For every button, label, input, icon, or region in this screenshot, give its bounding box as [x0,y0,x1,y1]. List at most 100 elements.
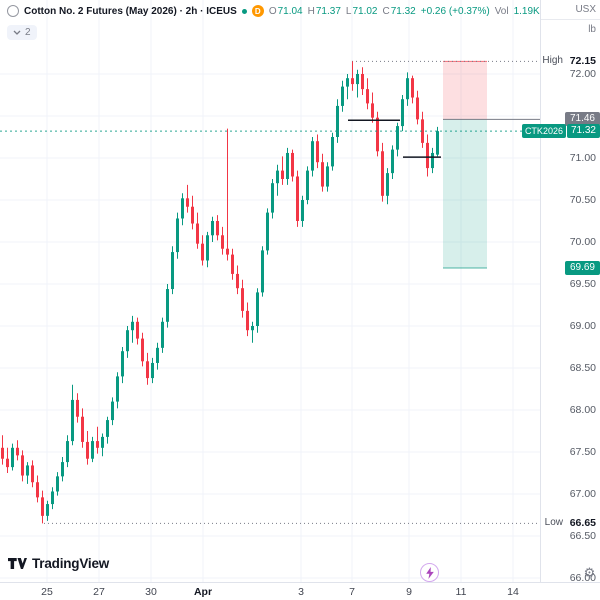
price-axis-label: 67.50 [569,446,596,458]
time-axis-label: 9 [406,586,412,598]
candle-body [381,151,384,196]
price-axis[interactable]: USX lb 66.00 66.50 67.00 67.50 68.00 68.50 69.… [521,0,600,584]
candle-body [181,198,184,219]
candle-body [371,103,374,118]
target-price-badge: 69.69 [564,261,600,276]
candle-body [356,74,359,85]
last-price-badge-row: CTK2026 71.32 [521,124,600,139]
price-axis-label: 70.00 [569,236,596,248]
tradingview-logo-text: TradingView [32,556,110,571]
candle-body [391,149,394,174]
currency-toggle[interactable]: USX [541,0,600,20]
candle-body [216,221,219,236]
low-value: 71.02 [352,5,378,17]
candle-body [426,142,429,169]
lightning-button[interactable] [420,563,439,582]
candle-body [76,399,79,417]
price-axis-label: 68.50 [569,362,596,374]
indicators-collapse-pill[interactable]: 2 [7,25,37,40]
price-axis-label: 69.00 [569,320,596,332]
candle-body [291,152,294,177]
price-axis-label: 66.50 [569,530,596,542]
candle-body [306,170,309,200]
candle-body [301,200,304,221]
price-axis-label: 72.00 [569,68,596,80]
candle-body [51,491,54,505]
tradingview-logo[interactable]: TradingView [8,556,109,571]
time-axis-label: 27 [93,586,105,598]
candle-body [271,183,274,213]
candle-body [316,141,319,163]
entry-price-badge: 71.46 [564,112,600,127]
price-axis-label: 67.00 [569,488,596,500]
change-value: +0.26 (+0.37%) [420,5,490,17]
candle-body [71,399,74,442]
chevron-down-icon [13,30,21,35]
low-word-label: Low [544,517,563,529]
candle-body [401,99,404,127]
candle-body [101,436,104,448]
time-axis-label: 25 [41,586,53,598]
axis-settings-button[interactable]: ⚙ [581,564,598,581]
position-profit-zone[interactable] [443,119,487,269]
candle-body [321,162,324,187]
candle-body [156,347,159,363]
price-axis-label: 68.00 [569,404,596,416]
candle-body [126,330,129,352]
position-loss-zone[interactable] [443,61,487,120]
candle-body [276,170,279,184]
chart-pane[interactable] [0,0,540,582]
chart-legend: Cotton No. 2 Futures (May 2026) · 2h · I… [7,5,540,17]
candle-body [296,176,299,221]
ohlc-open: O 71.04 [269,6,303,17]
unit-label: lb [588,24,596,35]
indicators-count: 2 [25,27,31,38]
candle-body [286,152,289,179]
candle-body [351,78,354,85]
ohlc-low: L 71.02 [346,6,378,17]
candle-body [366,89,369,104]
candle-body [111,401,114,421]
chart-canvas[interactable] [0,0,540,582]
candle-body [26,465,29,476]
candle-body [241,288,244,311]
currency-label: USX [575,4,596,15]
volume-label[interactable]: Vol [494,5,509,17]
symbol-title[interactable]: Cotton No. 2 Futures (May 2026) · 2h · I… [24,5,237,17]
time-axis[interactable]: 25 27 30 Apr 3 7 9 11 14 [0,582,600,600]
candle-body [66,441,69,463]
candle-body [176,218,179,253]
candle-body [36,482,39,498]
candle-body [61,462,64,477]
candle-body [341,86,344,106]
unit-toggle[interactable]: lb [541,20,600,39]
candle-body [1,447,4,459]
candle-body [386,173,389,196]
candle-body [221,235,224,249]
delayed-data-badge[interactable]: D [251,5,264,17]
time-axis-label: 3 [298,586,304,598]
candle-body [116,376,119,402]
high-price-label: 72.15 [569,55,596,68]
candle-body [171,252,174,290]
last-price-badge: 71.32 [566,124,600,139]
close-value: 71.32 [390,5,416,17]
candle-body [211,221,214,236]
price-axis-label: 70.50 [569,194,596,206]
candle-body [146,361,149,379]
time-axis-label: 7 [349,586,355,598]
candle-body [331,137,334,167]
candle-body [256,292,259,326]
candle-body [406,78,409,100]
contract-badge: CTK2026 [521,124,566,139]
candle-body [136,321,139,339]
price-axis-label: 69.50 [569,278,596,290]
price-axis-label: 71.00 [569,152,596,164]
candle-body [11,447,14,468]
candle-body [151,362,154,379]
candle-body [226,248,229,255]
low-price-label: 66.65 [569,517,596,530]
time-axis-label: 30 [145,586,157,598]
open-label: O [268,5,277,17]
